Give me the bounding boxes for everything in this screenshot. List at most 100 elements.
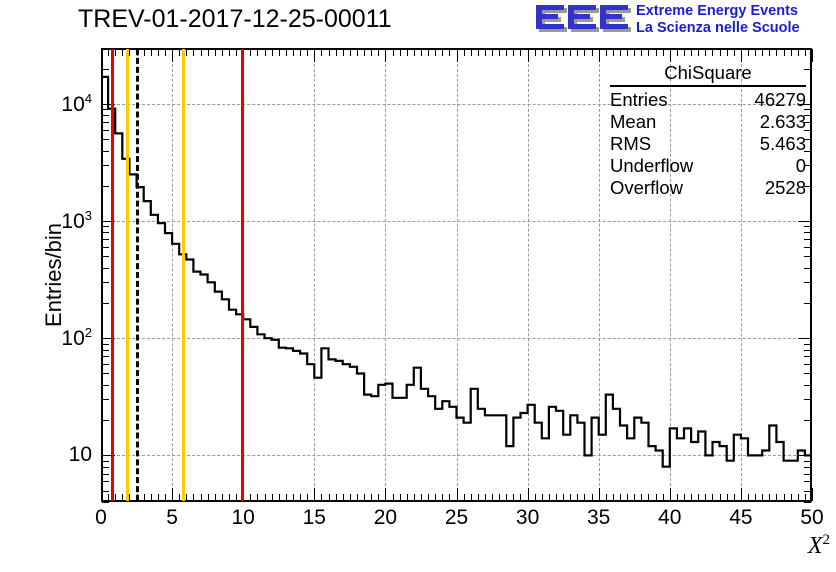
axis-tick: [102, 474, 109, 475]
axis-tick: [471, 494, 472, 501]
axis-tick: [776, 494, 777, 501]
axis-tick: [570, 49, 571, 56]
stats-row-key: RMS: [610, 133, 652, 154]
axis-tick: [513, 494, 514, 501]
axis-tick: [791, 49, 792, 56]
gridline-vertical: [172, 49, 174, 501]
axis-tick: [804, 461, 811, 462]
axis-tick: [102, 461, 109, 462]
axis-tick: [804, 139, 811, 140]
axis-tick: [364, 494, 365, 501]
axis-tick: [556, 494, 557, 501]
axis-tick: [101, 488, 102, 501]
axis-tick: [613, 494, 614, 501]
marker-line-cut-low-red: [111, 49, 115, 501]
axis-tick: [102, 130, 109, 131]
axis-tick: [684, 49, 685, 56]
axis-tick: [357, 494, 358, 501]
axis-tick: [428, 49, 429, 56]
axis-tick: [528, 488, 529, 501]
axis-tick: [762, 49, 763, 56]
axis-tick: [663, 494, 664, 501]
axis-tick: [364, 49, 365, 56]
x-tick-label: 0: [95, 506, 107, 529]
axis-tick: [102, 139, 109, 140]
axis-tick: [606, 494, 607, 501]
axis-tick: [563, 494, 564, 501]
axis-tick: [385, 488, 386, 501]
axis-tick: [805, 494, 806, 501]
y-tick-label: 10: [68, 443, 92, 467]
axis-tick: [804, 165, 811, 166]
axis-tick: [102, 356, 109, 357]
axis-tick: [734, 49, 735, 56]
x-tick-label: 35: [587, 506, 611, 529]
axis-tick: [627, 49, 628, 56]
axis-tick: [179, 49, 180, 56]
axis-tick: [435, 494, 436, 501]
axis-tick: [535, 494, 536, 501]
axis-tick: [279, 494, 280, 501]
axis-tick: [805, 49, 806, 56]
axis-tick: [698, 494, 699, 501]
axis-tick: [151, 49, 152, 56]
axis-tick: [464, 494, 465, 501]
page-title: TREV-01-2017-12-25-00011: [78, 5, 392, 33]
gridline-vertical: [385, 49, 387, 501]
axis-tick: [102, 232, 109, 233]
gridline-horizontal: [102, 455, 811, 457]
axis-tick: [542, 494, 543, 501]
stats-rows: Entries 46279 Mean 2.633 RMS 5.463 Underflow 0 O…: [610, 89, 806, 199]
axis-tick: [350, 494, 351, 501]
axis-tick: [286, 494, 287, 501]
axis-tick: [371, 49, 372, 56]
axis-tick: [407, 49, 408, 56]
axis-tick: [421, 49, 422, 56]
axis-tick: [343, 494, 344, 501]
axis-tick: [720, 49, 721, 56]
axis-tick: [400, 494, 401, 501]
axis-tick: [613, 49, 614, 56]
axis-tick: [314, 49, 315, 62]
axis-tick: [606, 49, 607, 56]
axis-tick: [307, 49, 308, 56]
axis-tick: [257, 49, 258, 56]
axis-tick: [449, 494, 450, 501]
axis-tick: [393, 49, 394, 56]
axis-tick: [485, 49, 486, 56]
axis-tick: [755, 49, 756, 56]
axis-tick: [108, 494, 109, 501]
axis-tick: [535, 49, 536, 56]
axis-tick: [727, 49, 728, 56]
axis-tick: [144, 49, 145, 56]
x-tick-label: 5: [166, 506, 178, 529]
axis-tick: [784, 494, 785, 501]
axis-tick: [229, 49, 230, 56]
axis-tick: [102, 268, 109, 269]
axis-tick: [102, 455, 115, 456]
eee-logo: Extreme Energy Events La Scienza nelle S…: [536, 2, 832, 40]
axis-tick: [641, 49, 642, 56]
axis-tick: [528, 49, 529, 62]
axis-tick: [677, 494, 678, 501]
axis-tick: [400, 49, 401, 56]
axis-tick: [102, 122, 109, 123]
axis-tick: [102, 481, 109, 482]
axis-tick: [563, 49, 564, 56]
axis-tick: [179, 494, 180, 501]
axis-tick: [293, 494, 294, 501]
axis-tick: [108, 49, 109, 56]
axis-tick: [129, 494, 130, 501]
axis-tick: [102, 303, 109, 304]
axis-tick: [102, 385, 109, 386]
axis-tick: [201, 494, 202, 501]
axis-tick: [102, 247, 109, 248]
axis-tick: [102, 151, 109, 152]
axis-tick: [102, 420, 109, 421]
eee-logo-line2: La Scienza nelle Scuole: [636, 20, 800, 36]
axis-tick: [748, 494, 749, 501]
gridline-vertical: [456, 49, 458, 501]
axis-tick: [165, 494, 166, 501]
axis-tick: [279, 49, 280, 56]
axis-tick: [620, 494, 621, 501]
